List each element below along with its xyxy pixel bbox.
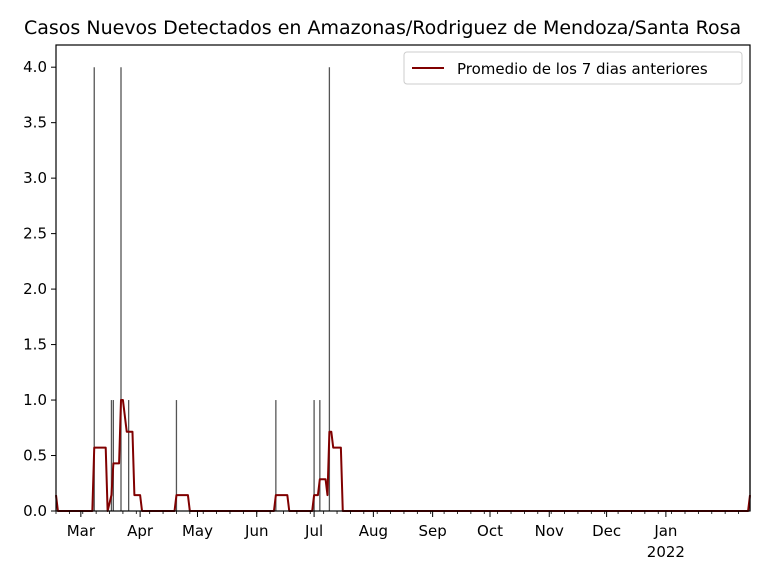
bars-group <box>93 67 751 511</box>
x-tick-label: Nov <box>535 522 564 540</box>
y-tick-label: 0.5 <box>23 447 47 465</box>
x-tick-label: Dec <box>592 522 621 540</box>
x-tick-label: Oct <box>477 522 503 540</box>
y-axis: 0.0 0.5 1.0 1.5 2.0 2.5 3.0 3.5 4.0 <box>23 58 56 520</box>
x-tick-label: Sep <box>418 522 446 540</box>
x-tick-year-label: 2022 <box>647 543 685 561</box>
x-tick-label: Jan <box>653 522 677 540</box>
y-tick-label: 1.5 <box>23 336 47 354</box>
line-group <box>55 399 751 512</box>
y-tick-label: 0.0 <box>23 502 47 520</box>
legend: Promedio de los 7 dias anteriores <box>403 51 743 85</box>
x-tick-label: Aug <box>359 522 388 540</box>
y-tick-label: 3.0 <box>23 169 47 187</box>
x-tick-label: May <box>182 522 213 540</box>
y-tick-label: 2.0 <box>23 280 47 298</box>
average-line <box>55 399 751 512</box>
y-tick-label: 4.0 <box>23 58 47 76</box>
x-axis: Mar Apr May Jun Jul Aug Sep Oct Nov Dec Jan 2022 <box>55 511 739 561</box>
plot-frame <box>55 44 751 512</box>
x-tick-label: Apr <box>127 522 154 540</box>
y-tick-label: 3.5 <box>23 114 47 132</box>
x-tick-label: Jun <box>244 522 268 540</box>
x-tick-label: Mar <box>67 522 96 540</box>
legend-entry-label: Promedio de los 7 dias anteriores <box>457 60 708 78</box>
y-tick-label: 1.0 <box>23 391 47 409</box>
x-tick-label: Jul <box>304 522 323 540</box>
chart-title: Casos Nuevos Detectados en Amazonas/Rodr… <box>24 17 741 39</box>
legend-box <box>403 51 743 85</box>
y-tick-label: 2.5 <box>23 225 47 243</box>
